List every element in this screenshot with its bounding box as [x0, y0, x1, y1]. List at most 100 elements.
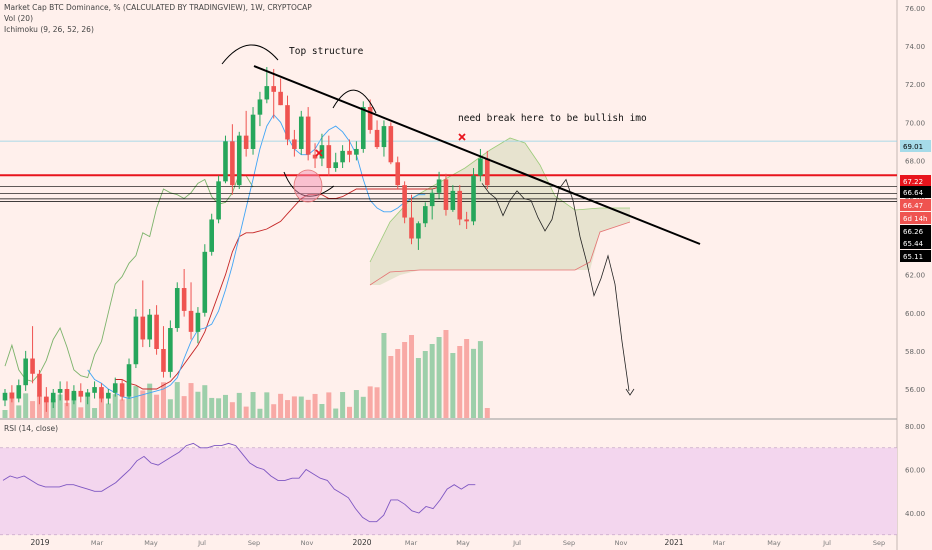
price-label-text: 65.44: [903, 240, 924, 248]
volume-bar: [443, 330, 449, 418]
candle-body: [333, 162, 339, 169]
candle-body: [457, 190, 463, 220]
candle-body: [106, 392, 111, 399]
candle-body: [37, 373, 42, 397]
time-tick-label: May: [456, 539, 470, 547]
volume-bar: [71, 392, 77, 418]
projection-arrowhead: [625, 388, 635, 396]
x-marker: [458, 133, 466, 141]
volume-bar: [457, 346, 463, 418]
candle-body: [347, 150, 352, 155]
candle-body: [471, 175, 476, 222]
volume-bar: [243, 406, 249, 418]
time-tick-label: Mar: [405, 539, 418, 547]
price-label-text: 66.64: [903, 189, 924, 197]
candle-body: [209, 219, 214, 252]
annotation-top-structure: Top structure: [289, 46, 364, 57]
candle-body: [298, 116, 304, 149]
price-label-box: [900, 186, 931, 198]
volume-bar: [181, 396, 187, 418]
price-label-text: 66.47: [903, 202, 923, 210]
volume-bar: [78, 407, 84, 418]
volume-bar: [236, 392, 242, 418]
candle-body: [278, 91, 283, 106]
candle-body: [416, 223, 421, 239]
leading-span-b: [369, 221, 631, 286]
volume-bar: [305, 399, 311, 418]
legend-ichimoku: Ichimoku (9, 26, 52, 26): [4, 25, 94, 34]
time-tick-label: Nov: [615, 539, 628, 547]
rsi-line: [2, 442, 476, 523]
candle-body: [464, 219, 469, 222]
price-label-box: [900, 175, 931, 187]
volume-bar: [64, 402, 70, 418]
volume-bar: [188, 383, 194, 418]
volume-bar: [50, 398, 56, 418]
candle-body: [360, 107, 366, 149]
price-tick-label: 70.00: [905, 119, 925, 127]
volume-bar: [264, 392, 270, 418]
volume-bar: [2, 410, 8, 418]
volume-bar: [347, 406, 352, 418]
volume-bar: [422, 351, 428, 418]
volume-bar: [92, 408, 98, 418]
candle-body: [140, 316, 146, 340]
price-tick-label: 60.00: [905, 310, 925, 318]
candle-body: [168, 328, 173, 372]
volume-bar: [105, 403, 111, 418]
volume-bar: [98, 392, 104, 418]
price-label-box: [900, 225, 931, 237]
candle-body: [485, 158, 490, 186]
candle-body: [250, 114, 256, 149]
candle-body: [409, 217, 414, 239]
volume-bar: [119, 399, 125, 418]
price-label-box: [900, 212, 931, 224]
volume-bar: [436, 337, 442, 418]
candle-body: [402, 185, 407, 218]
volume-bar: [367, 386, 373, 418]
candle-body: [478, 158, 483, 176]
price-label-text: 65.11: [903, 253, 923, 261]
time-tick-label: Nov: [301, 539, 314, 547]
descending-trendline: [253, 65, 701, 245]
volume-bar: [326, 392, 332, 418]
candle-body: [422, 206, 428, 224]
volume-bar: [23, 393, 29, 418]
rsi-tick-label: 40.00: [905, 510, 925, 518]
volume-bar: [36, 395, 42, 418]
candle-body: [16, 385, 22, 399]
candle-body: [292, 139, 297, 149]
price-tick-label: 74.00: [905, 43, 925, 51]
time-tick-label: Jul: [822, 539, 831, 547]
candle-body: [64, 389, 70, 401]
projection-path: [481, 178, 630, 391]
volume-bar: [284, 400, 290, 418]
time-tick-label: Mar: [713, 539, 726, 547]
candle-body: [395, 162, 401, 186]
volume-bar: [477, 341, 483, 418]
candle-body: [71, 390, 77, 401]
candle-body: [271, 86, 277, 92]
volume-bar: [250, 392, 256, 418]
x-marker: [315, 149, 323, 157]
candle-body: [92, 387, 97, 393]
volume-bar: [381, 333, 387, 418]
candle-body: [112, 383, 118, 393]
candle-body: [202, 251, 208, 313]
volume-bar: [195, 391, 201, 418]
volume-bar: [333, 408, 339, 418]
volume-bar: [353, 390, 359, 418]
candle-body: [30, 358, 35, 374]
price-label-text: 69.01: [903, 143, 923, 151]
volume-bar: [278, 393, 284, 418]
legend-volume: Vol (20): [4, 14, 34, 23]
price-label-text: 6d 14h: [903, 215, 927, 223]
volume-bar: [154, 394, 160, 418]
candle-body: [9, 392, 15, 399]
volume-bar: [471, 348, 477, 418]
volume-bar: [340, 392, 346, 418]
candle-body: [147, 314, 152, 340]
candle-body: [216, 181, 221, 220]
candle-body: [388, 126, 394, 163]
